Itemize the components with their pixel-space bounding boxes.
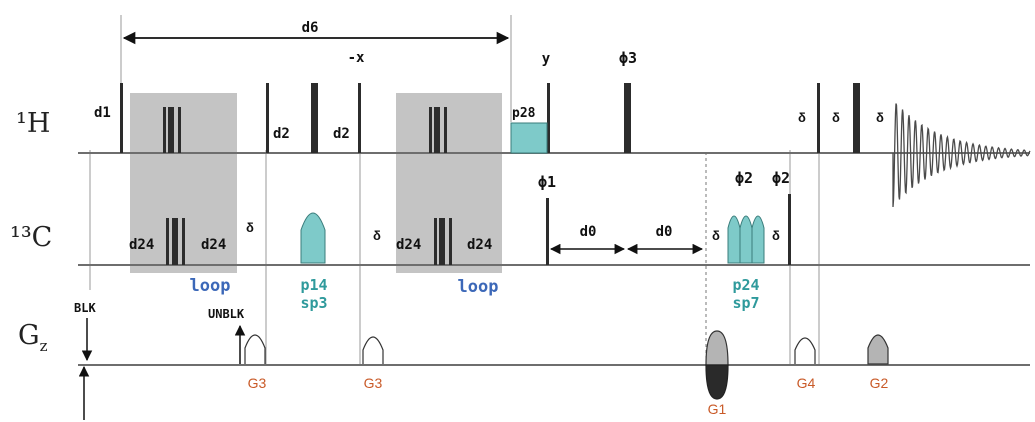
sp3-label: sp3 [300,294,327,312]
d2-label-1: d2 [273,126,290,142]
g1-gradient-positive [705,330,729,366]
d2-label-2: d2 [333,126,350,142]
h1-pulse-90 [120,83,123,153]
c13-pulses [166,194,791,265]
phase-phi1: ϕ1 [538,173,556,191]
p24-shaped-pulse [727,215,765,264]
g3-gradient-1 [244,334,266,364]
g4-label: G4 [797,375,816,391]
loop-label-1: loop [190,276,231,296]
d24-label-1: d24 [129,237,154,253]
delta-c13-4: δ [772,228,780,243]
delta-c13-1: δ [246,220,254,235]
c13-channel-label: ¹³C [10,222,52,253]
d0-label-1: d0 [580,224,597,240]
g2-label: G2 [870,375,889,391]
g2-gradient [867,334,889,365]
blk-label: BLK [74,301,96,315]
d1-label: d1 [94,105,111,121]
g3-label-1: G3 [248,375,267,391]
delta-h1-3: δ [876,110,884,125]
c13-pulse-phi1 [546,198,549,265]
delta-c13-2: δ [373,228,381,243]
p14-label: p14 [300,276,327,294]
d24-label-3: d24 [396,237,421,253]
g4-gradient [794,337,816,364]
delta-h1-2: δ [832,110,840,125]
d24-label-2: d24 [201,237,226,253]
d6-label: d6 [302,20,319,36]
p24-label: p24 [732,276,759,294]
g3-gradient-2 [362,336,384,364]
loop-label-2: loop [458,277,499,297]
unblk-label: UNBLK [208,307,245,321]
d24-label-4: d24 [467,237,492,253]
phase-y: y [542,51,551,67]
phase-phi3: ϕ3 [619,49,637,67]
p28-shaped-pulse [510,122,548,154]
phase-minus-x: -x [348,50,365,66]
phase-phi2-1: ϕ2 [735,169,753,187]
baselines [78,152,1030,366]
gz-channel-label: Gz [18,320,48,355]
h1-pulses [120,83,860,153]
sp7-label: sp7 [732,294,759,312]
delta-h1-1: δ [798,110,806,125]
delta-c13-3: δ [712,228,720,243]
h1-channel-label: ¹H [16,108,50,139]
phase-phi2-2: ϕ2 [772,169,790,187]
p14-shaped-pulse [300,212,326,264]
d0-label-2: d0 [656,224,673,240]
guide-lines [89,15,820,365]
g1-gradient-negative [705,364,729,400]
p28-label: p28 [512,106,536,121]
c13-pulse-phi2 [788,194,791,265]
fid-signal [892,103,1031,208]
g1-label: G1 [708,401,727,417]
g3-label-2: G3 [364,375,383,391]
